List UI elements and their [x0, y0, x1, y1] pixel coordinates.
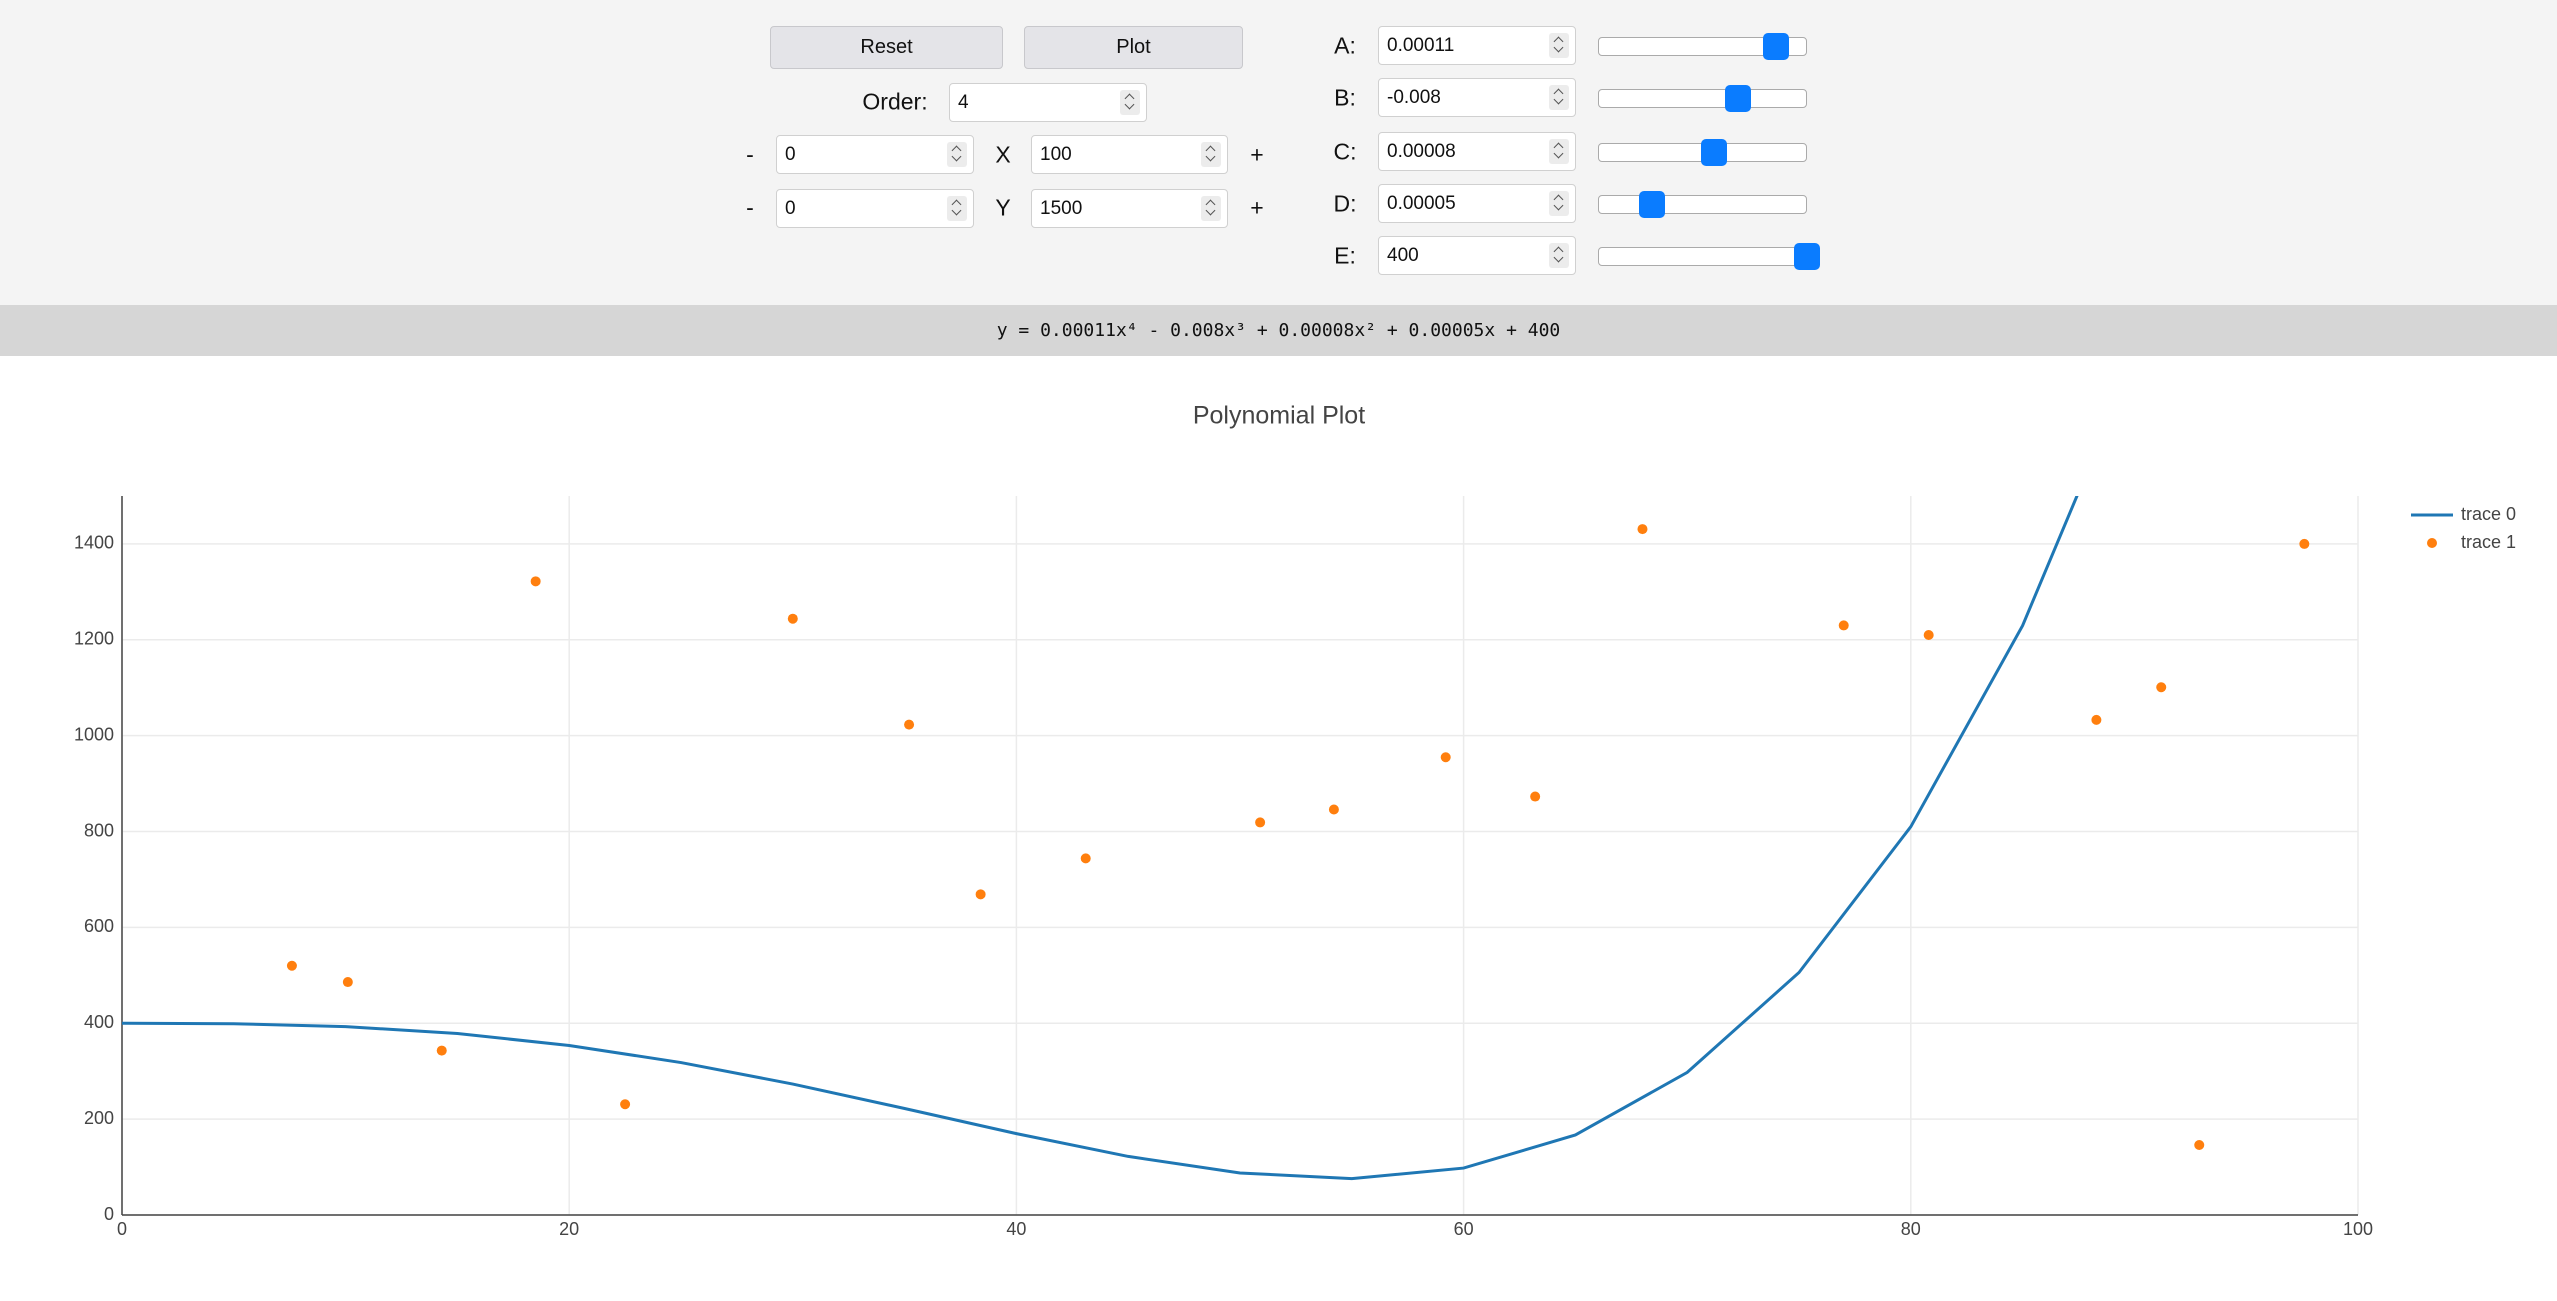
chart-title: Polynomial Plot: [1193, 402, 1365, 430]
x-label: X: [995, 141, 1011, 168]
y-max-value: 1500: [1040, 197, 1083, 219]
slider-thumb[interactable]: [1701, 139, 1727, 166]
coefficient-label: E:: [1334, 242, 1356, 269]
scatter-point: [1080, 853, 1091, 864]
spinner[interactable]: [1549, 191, 1569, 216]
x-minus[interactable]: -: [746, 141, 754, 168]
coefficient-input[interactable]: -0.008: [1378, 78, 1576, 117]
plot-area: [122, 496, 2310, 1181]
y-tick-label: 1000: [74, 724, 114, 744]
legend-marker: [2427, 538, 2437, 548]
y-tick-label: 600: [84, 916, 114, 936]
y-tick-label: 1200: [74, 629, 114, 649]
spinner[interactable]: [947, 196, 967, 221]
slider-thumb[interactable]: [1725, 85, 1751, 112]
scatter-point: [1255, 817, 1266, 828]
y-tick-label: 0: [104, 1204, 114, 1224]
equation: y = 0.00011x⁴ - 0.008x³ + 0.00008x² + 0.…: [0, 305, 2557, 356]
spinner[interactable]: [1120, 90, 1140, 115]
plot-button[interactable]: Plot: [1024, 26, 1243, 69]
scatter-point: [436, 1045, 447, 1056]
slider[interactable]: [1598, 85, 1807, 112]
order-value: 4: [958, 91, 969, 113]
spinner[interactable]: [1201, 196, 1221, 221]
x-tick-label: 20: [559, 1219, 579, 1239]
coefficient-value: 0.00008: [1387, 140, 1456, 162]
y-min-value: 0: [785, 197, 796, 219]
y-label: Y: [995, 194, 1011, 221]
scatter-point: [620, 1099, 631, 1110]
scatter-point: [787, 613, 798, 624]
x-tick-label: 100: [2343, 1219, 2373, 1239]
x-min-value: 0: [785, 143, 796, 165]
y-max-input[interactable]: 1500: [1031, 189, 1228, 228]
spinner[interactable]: [947, 142, 967, 167]
control-panel: Reset Plot Order: 4 - 0 X 100 + - 0 Y 15…: [0, 0, 2557, 305]
spinner[interactable]: [1549, 139, 1569, 164]
x-tick-label: 40: [1006, 1219, 1026, 1239]
scatter-point: [1923, 630, 1934, 641]
slider[interactable]: [1598, 33, 1807, 60]
chart: Polynomial Plot 020040060080010001200140…: [74, 402, 2516, 1239]
coefficient-value: -0.008: [1387, 86, 1441, 108]
line-series: [122, 496, 2079, 1181]
x-tick-label: 80: [1901, 1219, 1921, 1239]
spinner[interactable]: [1549, 85, 1569, 110]
coefficient-input[interactable]: 0.00005: [1378, 184, 1576, 223]
x-min-input[interactable]: 0: [776, 135, 974, 174]
y-tick-label: 1400: [74, 533, 114, 553]
scatter-point: [904, 719, 915, 730]
scatter-point: [2299, 538, 2310, 549]
coefficient-label: A:: [1334, 32, 1356, 59]
coefficient-value: 0.00011: [1387, 34, 1455, 56]
spinner[interactable]: [1549, 243, 1569, 268]
scatter-point: [1328, 804, 1339, 815]
scatter-point: [286, 960, 297, 971]
scatter-point: [342, 977, 353, 988]
spinner[interactable]: [1201, 142, 1221, 167]
coefficient-input[interactable]: 400: [1378, 236, 1576, 275]
slider-thumb[interactable]: [1763, 33, 1789, 60]
scatter-point: [1440, 752, 1451, 763]
slider-thumb[interactable]: [1639, 191, 1665, 218]
scatter-point: [1637, 524, 1648, 535]
coefficient-value: 400: [1387, 244, 1419, 266]
order-label: Order:: [862, 88, 928, 115]
slider[interactable]: [1598, 191, 1807, 218]
scatter-point: [2194, 1140, 2205, 1151]
x-plus[interactable]: +: [1250, 141, 1264, 168]
coefficient-input[interactable]: 0.00011: [1378, 26, 1576, 65]
y-plus[interactable]: +: [1250, 194, 1264, 221]
scatter-point: [1530, 791, 1541, 802]
scatter-point: [530, 576, 541, 587]
scatter-point: [2091, 714, 2102, 725]
x-max-value: 100: [1040, 143, 1072, 165]
scatter-point: [1838, 620, 1849, 631]
reset-button[interactable]: Reset: [770, 26, 1003, 69]
slider[interactable]: [1598, 243, 1820, 270]
coefficient-label: B:: [1334, 84, 1356, 111]
scatter-point: [975, 889, 986, 900]
legend-label: trace 1: [2461, 532, 2516, 552]
x-tick-label: 0: [117, 1219, 127, 1239]
order-input[interactable]: 4: [949, 83, 1147, 122]
coefficient-input[interactable]: 0.00008: [1378, 132, 1576, 171]
coefficient-value: 0.00005: [1387, 192, 1456, 214]
slider[interactable]: [1598, 139, 1807, 166]
y-tick-label: 200: [84, 1108, 114, 1128]
x-max-input[interactable]: 100: [1031, 135, 1228, 174]
y-tick-label: 400: [84, 1012, 114, 1032]
y-tick-label: 800: [84, 820, 114, 840]
coefficient-label: D:: [1333, 190, 1357, 217]
y-minus[interactable]: -: [746, 194, 754, 221]
scatter-point: [2156, 682, 2167, 693]
x-tick-label: 60: [1454, 1219, 1474, 1239]
spinner[interactable]: [1549, 33, 1569, 58]
coefficient-label: C:: [1333, 138, 1357, 165]
y-min-input[interactable]: 0: [776, 189, 974, 228]
slider-thumb[interactable]: [1794, 243, 1820, 270]
legend-label: trace 0: [2461, 504, 2516, 524]
